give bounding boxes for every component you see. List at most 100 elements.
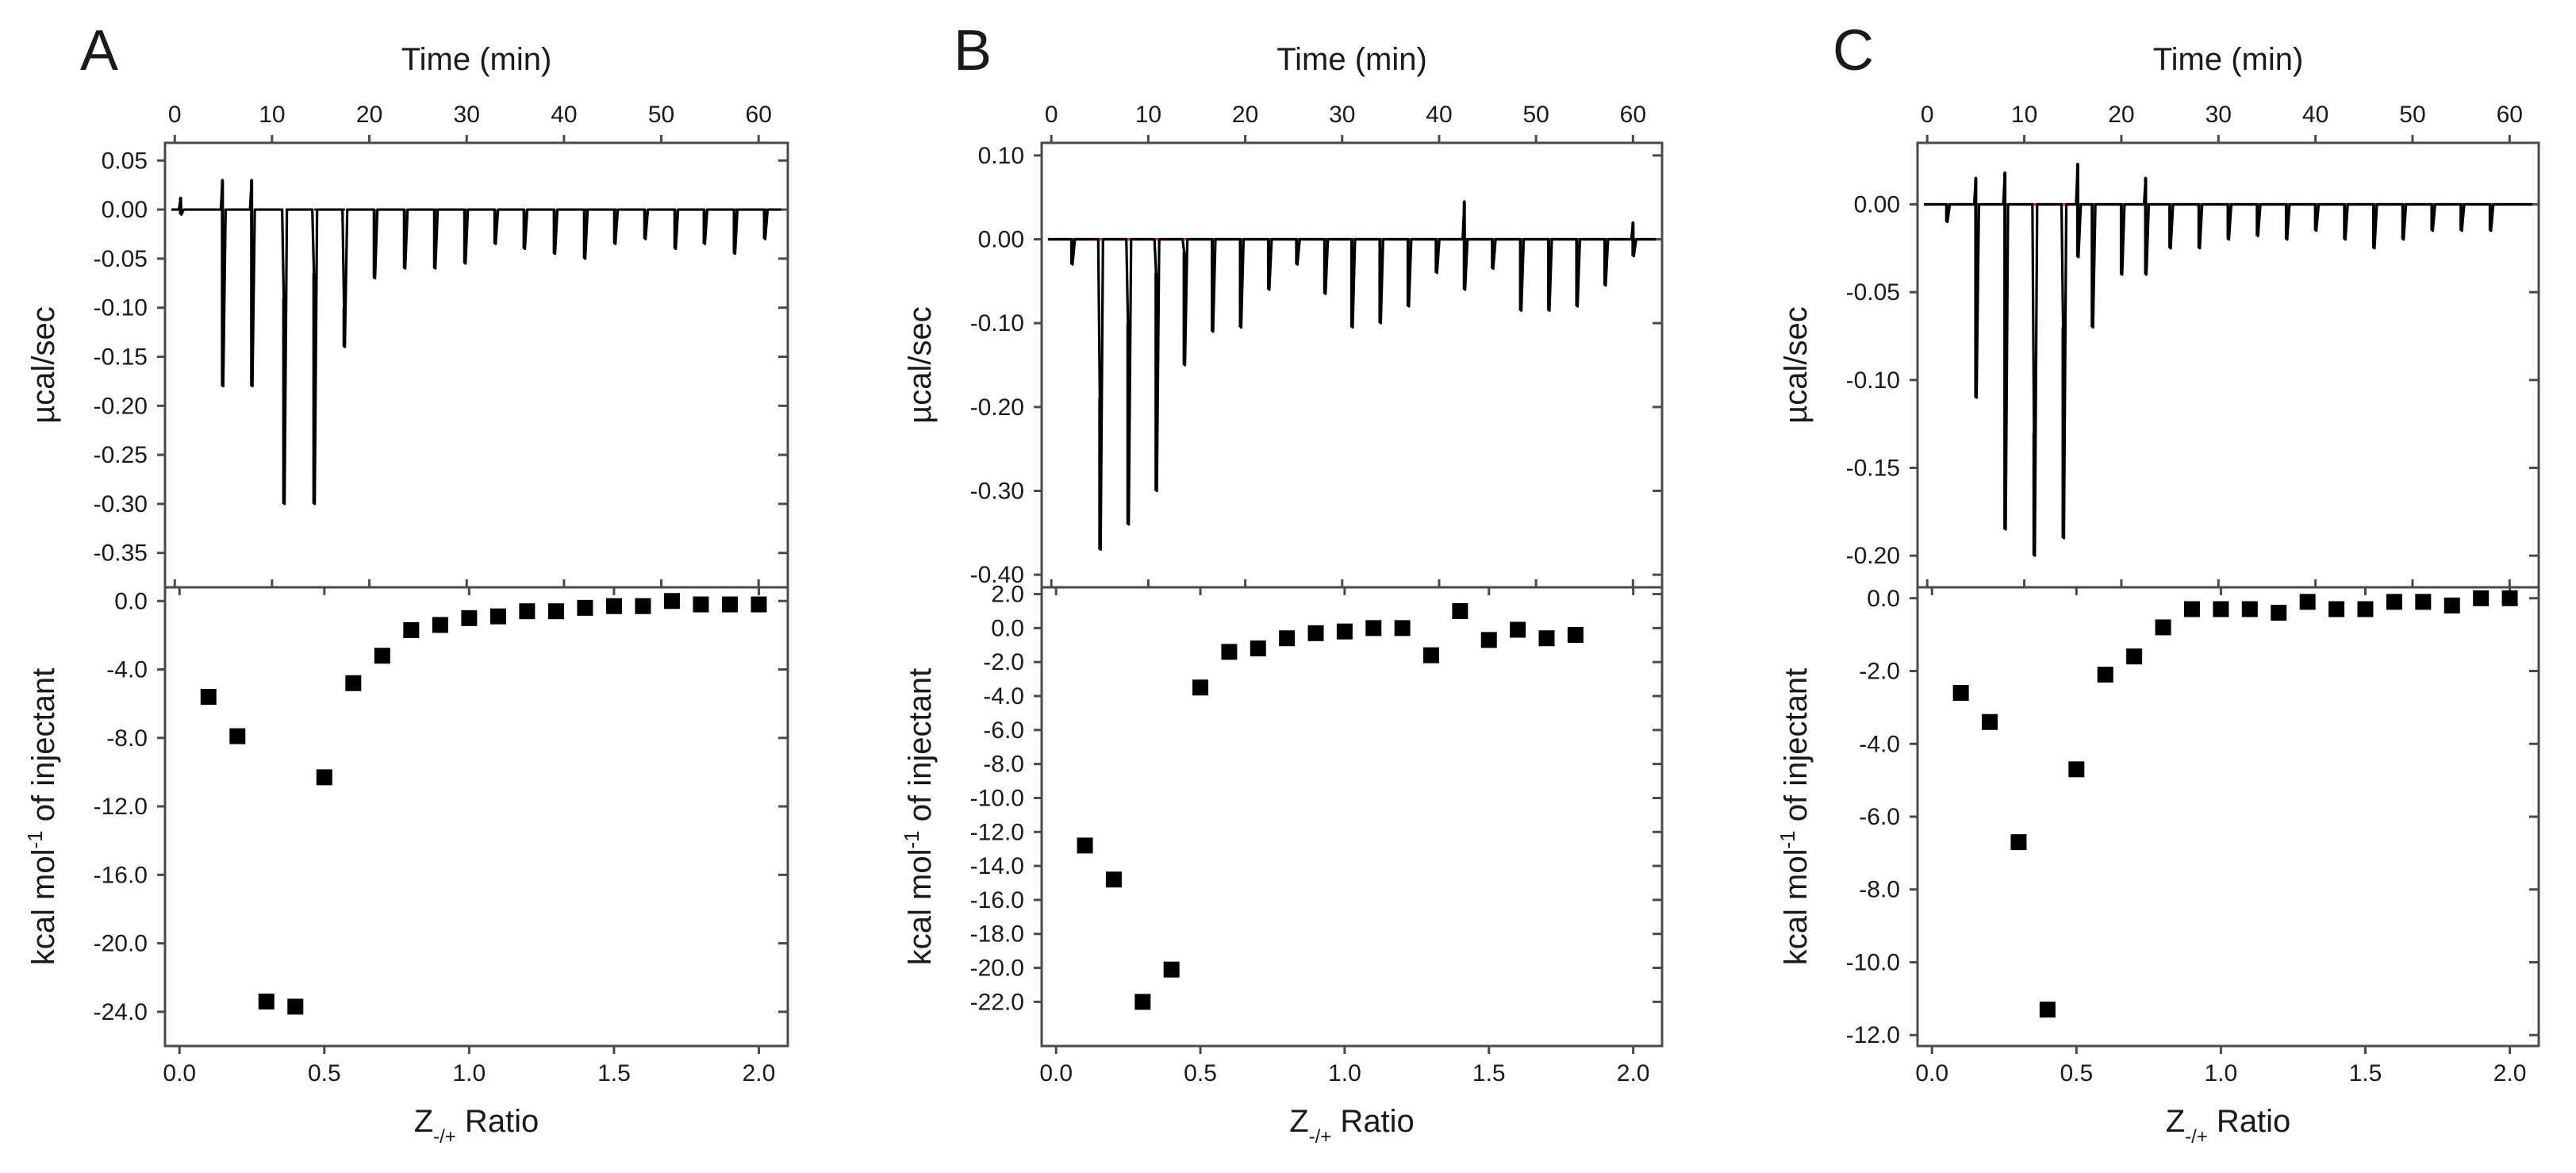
binding-x-axis-title: Z-/+ Ratio [1289,1104,1415,1148]
time-tick-label: 60 [1620,102,1646,128]
ratio-tick-label: 0.5 [308,1060,341,1086]
time-tick-label: 40 [551,102,577,128]
time-axis-title: Time (min) [1276,42,1427,77]
ratio-tick-label: 0.0 [1915,1060,1948,1086]
data-point [374,648,390,664]
data-point [403,621,420,638]
time-tick-label: 10 [1135,102,1161,128]
data-point [2010,834,2027,851]
ratio-tick-label: 0.0 [1039,1060,1073,1086]
data-point [2126,648,2143,665]
ratio-tick-label: 1.0 [1328,1060,1361,1086]
data-point [1452,602,1468,619]
data-point [519,603,536,620]
enthalpy-tick-label: -12.0 [970,819,1024,845]
data-point [432,617,448,633]
enthalpy-tick-label: -12.0 [94,794,148,820]
raw-heat-trace [171,179,781,506]
power-tick-label: 0.10 [978,143,1024,169]
data-point [258,993,274,1010]
data-point [605,598,622,614]
ratio-tick-label: 1.5 [1472,1060,1506,1086]
time-axis-title: Time (min) [2153,42,2304,77]
data-point [693,596,709,613]
isotherm-frame [163,586,789,1048]
data-point [2039,1002,2056,1018]
data-point [1077,837,1093,854]
panel-a: A Time (min) 0 10 20 30 40 50 60 0.05 0.00 -0.05 -0.… [23,19,789,1148]
data-point [635,598,651,614]
power-axis-title: µcal/sec [903,306,938,424]
enthalpy-tick-label: -8.0 [983,752,1024,778]
data-point [2241,601,2258,617]
enthalpy-tick-label: -20.0 [970,956,1024,982]
time-tick-label: 50 [648,102,674,128]
enthalpy-tick-label: 0.0 [991,615,1024,641]
data-point [2328,601,2345,617]
data-point [1538,630,1555,647]
enthalpy-tick-label: -6.0 [983,717,1024,744]
enthalpy-tick-label: -4.0 [1859,731,1900,757]
ratio-tick-label: 1.0 [2205,1060,2238,1086]
binding-y-axis-title: kcal mol-1 of injectant [900,668,938,965]
time-tick-label: 20 [2108,102,2134,128]
enthalpy-tick-label: -4.0 [106,657,148,683]
data-point [461,610,478,626]
data-point [2155,619,2171,636]
enthalpy-tick-label: -10.0 [970,785,1024,811]
data-point [200,689,217,706]
enthalpy-tick-label: 0.0 [1867,586,1900,612]
time-tick-label: 30 [1329,102,1355,128]
data-point [577,599,593,616]
enthalpy-tick-label: -20.0 [94,931,148,957]
power-tick-label: 0.00 [1854,191,1900,217]
data-point [2183,601,2200,617]
enthalpy-tick-label: -6.0 [1859,804,1900,830]
time-tick-label: 10 [259,102,285,128]
power-tick-label: -0.15 [94,344,148,370]
data-point [1163,961,1180,978]
data-point [316,769,332,786]
time-tick-label: 40 [2302,102,2328,128]
power-tick-label: 0.00 [978,227,1024,253]
ratio-tick-label: 2.0 [1617,1060,1650,1086]
ratio-tick-label: 0.0 [163,1060,196,1086]
isotherm-frame [1040,586,1664,1048]
time-tick-label: 40 [1426,102,1452,128]
data-point [2271,605,2287,621]
data-point [2299,594,2316,610]
data-point [2357,601,2374,617]
data-point [345,675,362,691]
enthalpy-tick-label: -16.0 [94,862,148,888]
data-point [1510,621,1526,638]
ratio-tick-label: 0.5 [2060,1060,2093,1086]
ratio-tick-label: 1.5 [2349,1060,2382,1086]
data-point [1567,626,1584,643]
time-tick-label: 0 [1045,102,1058,128]
power-tick-label: -0.35 [94,540,148,567]
data-point [2386,594,2402,610]
data-point [721,596,738,613]
time-tick-label: 60 [746,102,772,128]
ratio-tick-label: 1.5 [597,1060,631,1086]
data-point [2415,594,2432,610]
data-point [229,728,246,744]
enthalpy-tick-label: -16.0 [970,887,1024,913]
data-point [1365,620,1382,636]
time-tick-label: 50 [2399,102,2425,128]
time-tick-label: 50 [1522,102,1549,128]
power-tick-label: -0.05 [94,246,148,272]
power-tick-label: -0.20 [1846,543,1900,569]
time-tick-label: 20 [356,102,382,128]
data-point [1480,632,1497,648]
data-point [2501,590,2518,606]
data-point [1279,630,1296,647]
data-point [1952,685,1969,702]
enthalpy-tick-label: -12.0 [1846,1022,1900,1048]
data-point [287,998,304,1015]
data-point [2097,667,2113,683]
enthalpy-tick-label: -18.0 [970,921,1024,948]
data-point [1307,625,1324,641]
binding-y-axis-title: kcal mol-1 of injectant [1776,668,1814,965]
